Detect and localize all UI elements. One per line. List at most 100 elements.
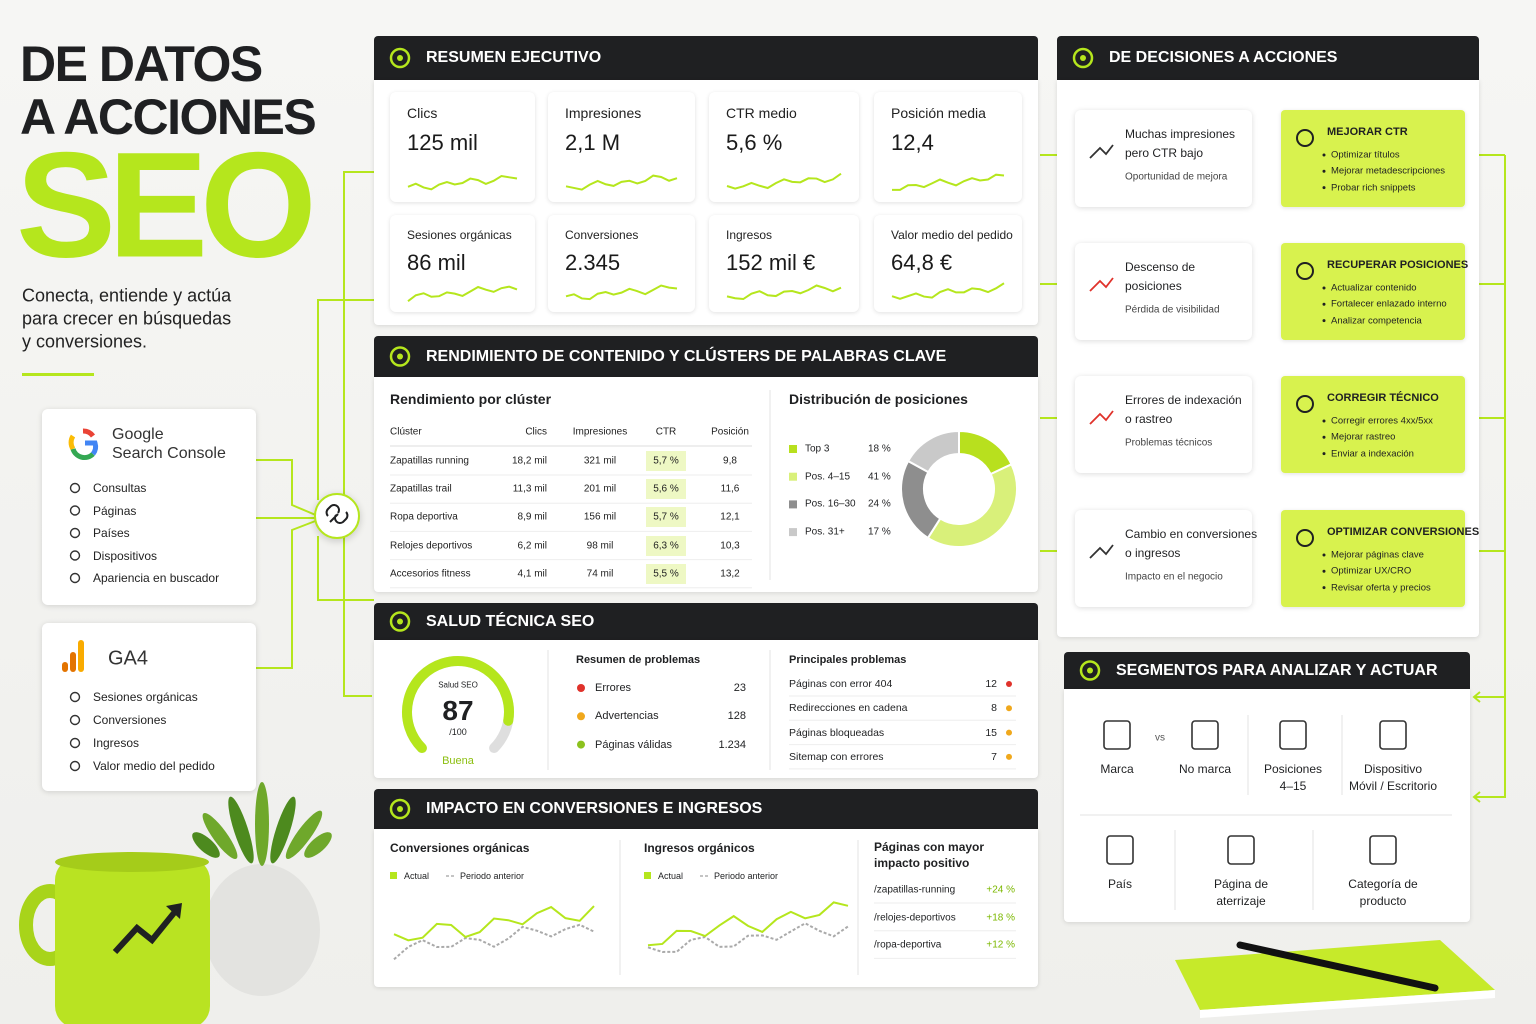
legend-label: Actual [658,871,684,881]
gauge-status: Buena [442,755,474,767]
issue-count: 128 [727,710,746,723]
issue-label: Páginas válidas [595,738,673,751]
problem-title: pero CTR bajo [1125,146,1204,160]
legend-label: Actual [404,871,430,881]
segment-label: Posiciones [1263,762,1323,776]
gauge-max: /100 [449,727,467,737]
issue-label: Advertencias [595,710,659,723]
table-cell: 13,2 [720,568,740,580]
action-step: Optimizar títulos [1331,149,1400,161]
kpi-value: 64,8 € [891,250,953,275]
action-title: OPTIMIZAR CONVERSIONES [1327,526,1480,538]
segment-label: producto [1359,894,1407,908]
action-step: Mejorar metadescripciones [1331,165,1446,177]
source-item: Valor medio del pedido [93,759,215,773]
source-item: Países [93,526,130,540]
source-item: Ingresos [93,736,140,750]
segment-label: Móvil / Escritorio [1348,779,1438,793]
page-path: /ropa-deportiva [874,939,942,951]
section-title: IMPACTO EN CONVERSIONES E INGRESOS [426,800,763,817]
gauge-label: Salud SEO [438,680,478,690]
subtitle: para crecer en búsquedas [22,308,232,329]
segment-label: País [1107,877,1133,891]
notebook [1175,940,1495,1010]
action-step: Fortalecer enlazado interno [1331,298,1447,310]
segment-label: aterrizaje [1216,894,1266,908]
ctr-highlight [646,535,686,556]
action-step: Mejorar páginas clave [1331,549,1424,561]
section-title: DE DECISIONES A ACCIONES [1109,49,1338,66]
action-card [1281,243,1465,340]
mug-arrow [112,906,181,955]
section-body [374,377,1038,592]
kpi-label: Posición media [891,105,986,121]
table-cell: 74 mil [586,568,614,580]
table-cell: 5,7 % [653,455,679,467]
table-title: Rendimiento por clúster [390,391,552,407]
gauge-score: 87 [442,695,474,726]
section-header [1064,652,1470,689]
ctr-highlight [646,451,686,471]
table-cell: 156 mil [583,511,617,523]
source-item: Sesiones orgánicas [93,690,198,704]
kpi-value: 12,4 [891,130,934,155]
legend-label: Pos. 31+ [805,526,845,538]
segment-label: Página de [1213,877,1269,891]
problem-label: Redirecciones en cadena [789,702,908,715]
table-cell: 4,1 mil [517,568,547,580]
kpi-value: 86 mil [407,250,466,275]
problem-count: 12 [985,678,997,690]
connector [343,171,374,697]
kpi-value: 152 mil € [726,250,816,275]
section-title: SEGMENTOS PARA ANALIZAR Y ACTUAR [1116,661,1438,679]
accent-line [22,373,94,376]
pen [1236,941,1439,992]
plant-pot [204,864,320,996]
plant-leaf [192,832,220,858]
page-change: +12 % [986,939,1015,951]
kpi-label: Impresiones [565,105,642,121]
section-header [374,36,1038,80]
problem-title: o rastreo [1125,412,1173,426]
segment-label: Categoría de [1348,877,1418,891]
table-cell: 5,6 % [653,483,679,495]
legend-value: 41 % [868,471,891,483]
kpi-value: 5,6 % [726,130,783,155]
pages-title: Páginas con mayor [874,840,985,854]
title-line: A ACCIONES [20,89,317,145]
problem-note: Pérdida de visibilidad [1125,304,1220,316]
problem-count: 8 [991,702,997,715]
chart-title: Ingresos orgánicos [644,841,755,855]
source-item: Páginas [93,503,137,518]
page-path: /zapatillas-running [874,884,956,896]
problem-count: 15 [985,726,997,739]
kpi-value: 125 mil [407,130,478,155]
table-cell: 201 mil [583,483,617,495]
source-name: GA4 [108,647,149,670]
mug [55,858,210,1024]
problem-label: Páginas con error 404 [789,678,893,690]
subtitle: Conecta, entiende y actúa [22,285,232,306]
section-title: RENDIMIENTO DE CONTENIDO Y CLÚSTERS DE P… [426,347,947,365]
source-item: Dispositivos [93,548,158,563]
action-step: Actualizar contenido [1331,282,1417,294]
table-cell: Ropa deportiva [390,511,458,523]
ctr-highlight [646,507,686,528]
problem-title: posiciones [1125,279,1182,293]
action-card [1281,376,1465,473]
action-step: Revisar oferta y precios [1331,582,1431,594]
action-step: Corregir errores 4xx/5xx [1331,415,1433,427]
table-cell: 5,7 % [653,511,679,523]
plant-leaf [304,832,332,858]
page-path: /relojes-deportivos [874,912,956,924]
notebook-pages [1200,990,1495,1018]
table-header: Impresiones [572,426,628,438]
problem-title: Descenso de [1125,260,1196,274]
legend-label: Pos. 16–30 [805,498,856,510]
section-title: SALUD TÉCNICA SEO [426,612,595,630]
action-step: Enviar a indexación [1331,448,1414,460]
ctr-highlight [646,479,686,500]
plant-leaf [270,796,296,864]
connector [256,519,319,669]
